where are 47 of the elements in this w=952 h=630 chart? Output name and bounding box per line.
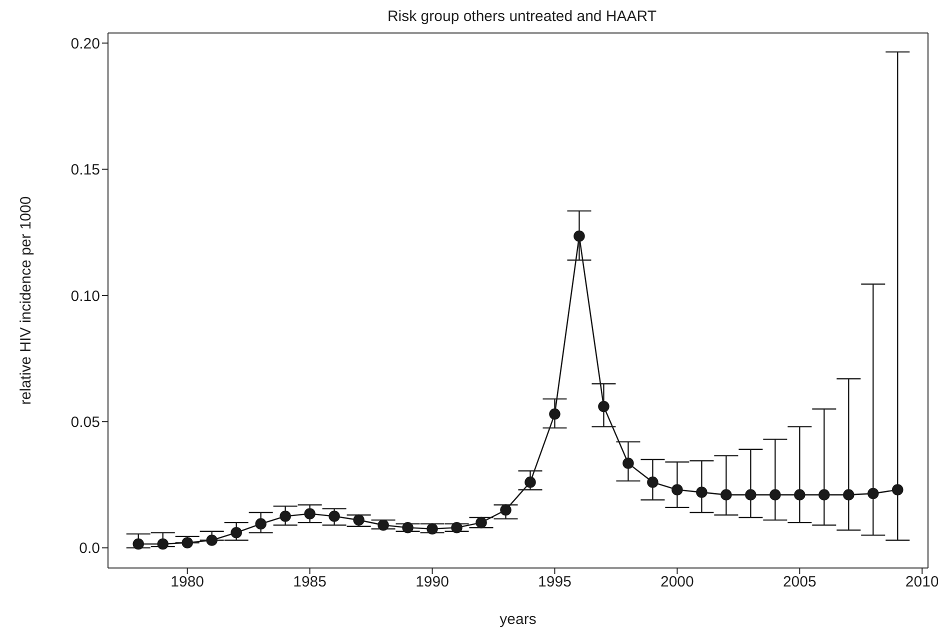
- point: [157, 538, 169, 550]
- point: [206, 534, 218, 546]
- x-tick-label: 1995: [538, 574, 572, 591]
- y-axis-title: relative HIV incidence per 1000: [17, 196, 34, 405]
- point: [672, 484, 683, 496]
- point: [549, 408, 560, 420]
- point: [426, 523, 438, 535]
- y-tick-label: 0.0: [79, 540, 100, 558]
- y-tick-label: 0.10: [70, 288, 100, 305]
- x-tick-label: 2000: [660, 574, 694, 591]
- point: [402, 522, 414, 534]
- point: [770, 489, 781, 500]
- point: [378, 519, 389, 531]
- y-tick-label: 0.05: [70, 414, 100, 431]
- x-tick-label: 1985: [293, 574, 327, 591]
- point: [867, 488, 879, 500]
- point: [622, 458, 634, 469]
- point: [892, 484, 904, 496]
- point: [280, 510, 291, 522]
- point: [304, 508, 316, 520]
- point: [476, 516, 487, 528]
- point: [328, 510, 340, 522]
- point: [818, 489, 830, 500]
- point: [182, 537, 194, 548]
- point: [598, 400, 610, 412]
- point: [745, 489, 756, 500]
- point: [451, 522, 462, 534]
- point: [842, 489, 854, 500]
- y-tick-label: 0.15: [70, 162, 100, 179]
- x-tick-label: 2010: [905, 574, 939, 591]
- point: [794, 489, 806, 500]
- chart-title: Risk group others untreated and HAART: [386, 8, 658, 25]
- point: [255, 518, 266, 530]
- point: [353, 514, 364, 526]
- x-axis-title: years: [500, 611, 536, 628]
- point: [524, 476, 536, 488]
- point: [574, 230, 585, 242]
- x-tick-label: 1990: [416, 574, 449, 591]
- point: [230, 527, 242, 538]
- point: [720, 489, 732, 500]
- x-tick-label: 1980: [170, 574, 204, 591]
- point: [132, 538, 144, 550]
- point: [500, 504, 512, 516]
- point: [647, 476, 658, 488]
- point: [696, 486, 708, 498]
- y-tick-label: 0.20: [70, 35, 100, 52]
- x-tick-label: 2005: [782, 574, 816, 591]
